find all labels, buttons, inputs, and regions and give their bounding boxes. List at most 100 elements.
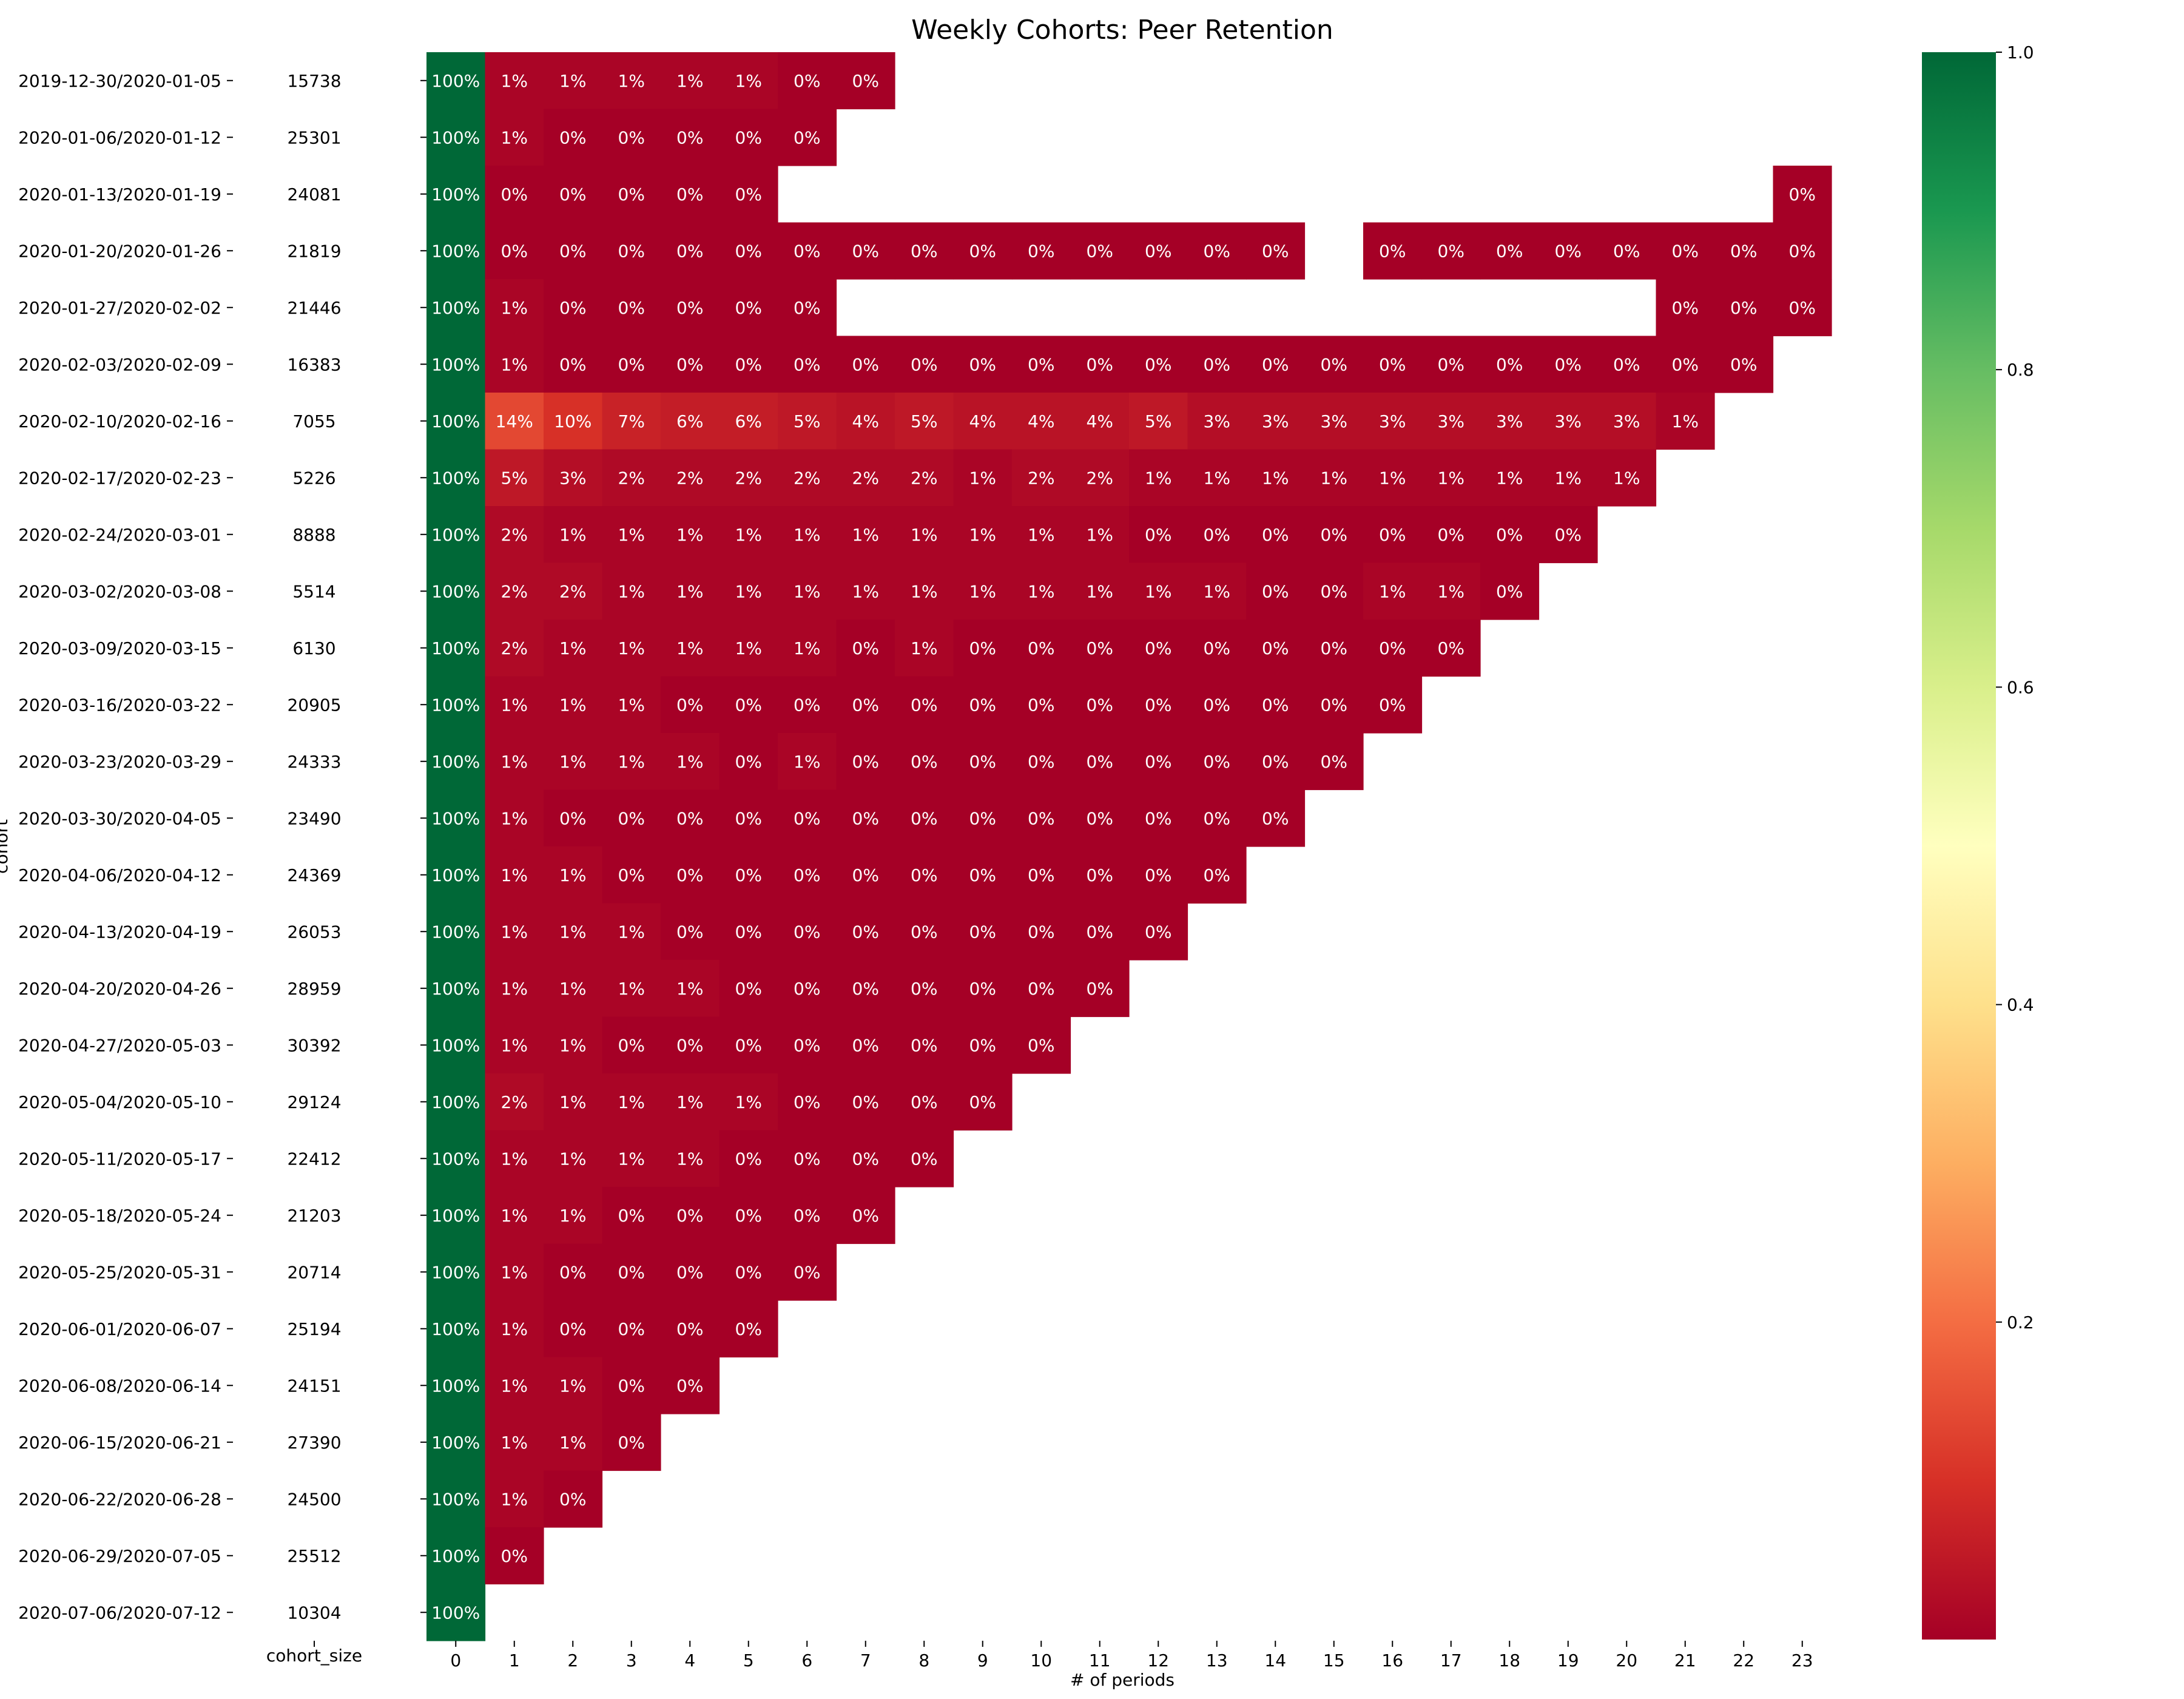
cell-value-label: 0% bbox=[735, 127, 762, 147]
cell-value-label: 1% bbox=[969, 468, 996, 488]
cell-value-label: 0% bbox=[1496, 525, 1523, 545]
cell-value-label: 0% bbox=[618, 1262, 645, 1282]
heatmap-cell bbox=[836, 733, 895, 791]
heatmap-cell bbox=[426, 676, 486, 734]
heatmap-cell bbox=[426, 279, 486, 337]
cell-value-label: 1% bbox=[618, 71, 645, 91]
cell-value-label: 2% bbox=[501, 581, 528, 601]
heatmap-cell bbox=[953, 903, 1013, 961]
cell-value-label: 0% bbox=[559, 298, 586, 318]
cell-value-label: 100% bbox=[431, 752, 480, 772]
cell-value-label: 2% bbox=[501, 638, 528, 658]
heatmap-cell bbox=[544, 733, 603, 791]
heatmap-cell bbox=[426, 1130, 486, 1187]
cohort-tick-label: 2020-03-16/2020-03-22 bbox=[18, 695, 221, 715]
heatmap-cell bbox=[1129, 393, 1188, 450]
cohort-tick-label: 2020-04-20/2020-04-26 bbox=[18, 979, 221, 999]
heatmap-cell bbox=[544, 1073, 603, 1131]
cell-value-label: 0% bbox=[1438, 241, 1464, 261]
heatmap-cell bbox=[719, 336, 778, 393]
cohort-size-value: 21819 bbox=[287, 241, 341, 261]
heatmap-cell bbox=[602, 846, 661, 904]
cell-value-label: 0% bbox=[1321, 354, 1347, 374]
heatmap-cell bbox=[1012, 506, 1071, 564]
cell-value-label: 2% bbox=[618, 468, 645, 488]
heatmap-cell bbox=[1304, 506, 1364, 564]
heatmap-cell bbox=[1246, 789, 1306, 847]
heatmap-cell bbox=[426, 52, 486, 110]
cell-value-label: 0% bbox=[794, 1149, 820, 1169]
cell-value-label: 0% bbox=[501, 1546, 528, 1566]
colorbar-tick-label: 0.4 bbox=[2007, 995, 2034, 1015]
heatmap-cell bbox=[1714, 279, 1774, 337]
heatmap-cell bbox=[1070, 789, 1130, 847]
cell-value-label: 1% bbox=[1028, 581, 1054, 601]
heatmap-cell bbox=[1246, 733, 1306, 791]
heatmap-cell bbox=[544, 166, 603, 223]
cell-value-label: 1% bbox=[1379, 581, 1406, 601]
cell-value-label: 0% bbox=[676, 695, 703, 715]
cell-value-label: 0% bbox=[969, 1092, 996, 1112]
heatmap-cell bbox=[1012, 449, 1071, 507]
heatmap-cell bbox=[1070, 506, 1130, 564]
heatmap-cell bbox=[1304, 676, 1364, 734]
cell-value-label: 0% bbox=[501, 184, 528, 204]
cell-value-label: 100% bbox=[431, 1206, 480, 1226]
cell-value-label: 0% bbox=[1321, 525, 1347, 545]
heatmap-cell bbox=[836, 506, 895, 564]
cell-value-label: 0% bbox=[1087, 695, 1113, 715]
cell-value-label: 3% bbox=[1321, 411, 1347, 431]
cohort-tick-label: 2020-02-17/2020-02-23 bbox=[18, 468, 221, 488]
cell-value-label: 3% bbox=[1262, 411, 1289, 431]
cell-value-label: 0% bbox=[969, 638, 996, 658]
cell-value-label: 1% bbox=[1321, 468, 1347, 488]
cell-value-label: 2% bbox=[794, 468, 820, 488]
heatmap-cell bbox=[602, 506, 661, 564]
cell-value-label: 1% bbox=[618, 1149, 645, 1169]
heatmap-cell bbox=[719, 620, 778, 677]
heatmap-cell bbox=[661, 1357, 720, 1414]
heatmap-cell bbox=[778, 903, 837, 961]
heatmap-cell bbox=[426, 1300, 486, 1358]
period-tick-label: 5 bbox=[743, 1650, 754, 1670]
heatmap-cell bbox=[1012, 562, 1071, 620]
cell-value-label: 0% bbox=[559, 184, 586, 204]
cell-value-label: 0% bbox=[969, 1035, 996, 1055]
chart-title: Weekly Cohorts: Peer Retention bbox=[911, 15, 1333, 46]
heatmap-cell bbox=[1246, 506, 1306, 564]
heatmap-cell bbox=[1714, 222, 1774, 280]
cell-value-label: 0% bbox=[794, 71, 820, 91]
cell-value-label: 1% bbox=[676, 1092, 703, 1112]
heatmap-cell bbox=[778, 279, 837, 337]
cell-value-label: 0% bbox=[969, 808, 996, 828]
heatmap-cell bbox=[485, 506, 544, 564]
cell-value-label: 1% bbox=[501, 354, 528, 374]
cell-value-label: 0% bbox=[1379, 354, 1406, 374]
cell-value-label: 0% bbox=[559, 241, 586, 261]
cell-value-label: 0% bbox=[794, 695, 820, 715]
heatmap-cell bbox=[544, 1187, 603, 1245]
cell-value-label: 100% bbox=[431, 1376, 480, 1396]
colorbar bbox=[1922, 52, 1996, 1640]
cohort-tick-label: 2020-03-02/2020-03-08 bbox=[18, 581, 221, 601]
cell-value-label: 5% bbox=[911, 411, 937, 431]
heatmap-cell bbox=[544, 393, 603, 450]
cohort-tick-label: 2020-03-09/2020-03-15 bbox=[18, 638, 221, 658]
heatmap-cell bbox=[426, 1357, 486, 1414]
heatmap-cell bbox=[1129, 846, 1188, 904]
heatmap-cell bbox=[1070, 562, 1130, 620]
heatmap-cell bbox=[602, 449, 661, 507]
cell-value-label: 1% bbox=[1145, 468, 1171, 488]
cell-value-label: 0% bbox=[735, 922, 762, 942]
cell-value-label: 0% bbox=[1262, 354, 1289, 374]
cell-value-label: 0% bbox=[1379, 525, 1406, 545]
cell-value-label: 1% bbox=[676, 581, 703, 601]
heatmap-cell bbox=[1363, 506, 1423, 564]
heatmap-cell bbox=[719, 1243, 778, 1301]
cell-value-label: 1% bbox=[1204, 581, 1230, 601]
heatmap-cell bbox=[778, 733, 837, 791]
cell-value-label: 6% bbox=[676, 411, 703, 431]
heatmap-cell bbox=[1070, 336, 1130, 393]
heatmap-cell bbox=[778, 676, 837, 734]
heatmap-cell bbox=[1187, 846, 1247, 904]
